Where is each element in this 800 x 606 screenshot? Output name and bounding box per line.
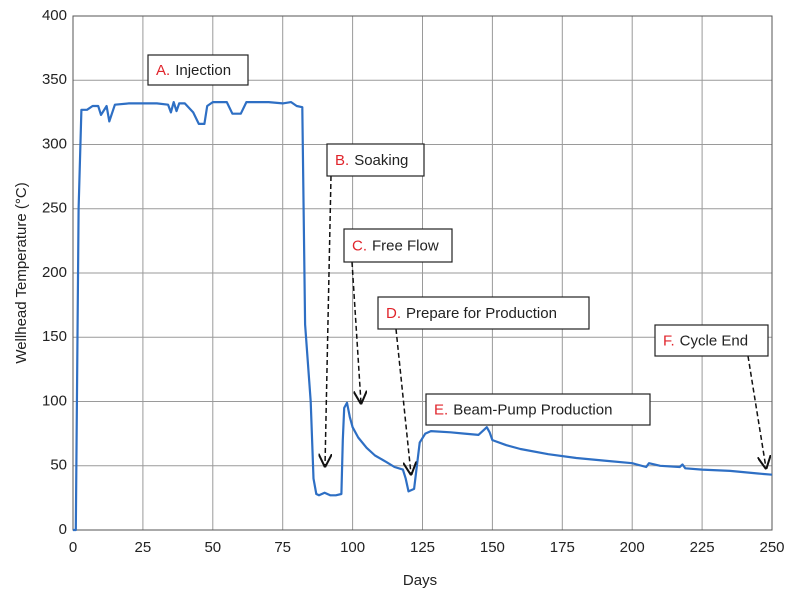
x-tick-label: 75	[274, 539, 291, 556]
x-tick-label: 250	[759, 539, 784, 556]
x-tick-label: 150	[480, 539, 505, 556]
y-tick-label: 350	[42, 71, 67, 88]
annotation-box	[343, 228, 453, 263]
annotation-text: Free Flow	[372, 237, 439, 254]
annotation-box	[326, 143, 425, 177]
annotation-letter: A.	[156, 62, 170, 79]
x-tick-label: 125	[410, 539, 435, 556]
x-tick-label: 175	[550, 539, 575, 556]
y-tick-label: 100	[42, 392, 67, 409]
annotation-text: Injection	[175, 62, 231, 79]
x-tick-label: 0	[69, 539, 77, 556]
annotation: B. Soaking	[335, 152, 408, 169]
x-tick-label: 100	[340, 539, 365, 556]
annotation-arrow	[325, 175, 331, 466]
annotation: D. Prepare for Production	[386, 305, 557, 322]
annotation-letter: E.	[434, 401, 448, 418]
annotation-text: Soaking	[354, 152, 408, 169]
annotation-box	[147, 54, 249, 86]
x-tick-label: 200	[620, 539, 645, 556]
annotation-arrow	[747, 355, 766, 468]
annotation-letter: F.	[663, 332, 675, 349]
annotation-text: Beam-Pump Production	[453, 401, 612, 418]
y-tick-label: 200	[42, 264, 67, 281]
y-tick-label: 400	[42, 7, 67, 24]
annotation-box	[425, 393, 651, 426]
annotation: A. Injection	[156, 62, 231, 79]
y-tick-label: 0	[59, 521, 67, 538]
y-axis-label: Wellhead Temperature (°C)	[13, 182, 30, 363]
y-tick-label: 250	[42, 200, 67, 217]
annotation-text: Prepare for Production	[406, 305, 557, 322]
annotation-box	[377, 296, 590, 330]
x-tick-label: 225	[690, 539, 715, 556]
annotation-letter: D.	[386, 305, 401, 322]
annotation: F. Cycle End	[663, 332, 748, 349]
annotation-arrow	[395, 328, 411, 474]
annotation-text: Cycle End	[680, 332, 748, 349]
annotation-letter: C.	[352, 237, 367, 254]
y-tick-label: 50	[50, 457, 67, 474]
annotation-letter: B.	[335, 152, 349, 169]
x-axis-label: Days	[403, 572, 437, 589]
y-tick-label: 300	[42, 135, 67, 152]
x-tick-label: 25	[135, 539, 152, 556]
annotation-arrow	[351, 261, 361, 403]
annotation-box	[654, 324, 769, 357]
temperature-line	[73, 100, 773, 532]
annotation: C. Free Flow	[352, 237, 439, 254]
plot-frame	[72, 15, 773, 531]
x-tick-label: 50	[204, 539, 221, 556]
y-tick-label: 150	[42, 328, 67, 345]
annotation: E. Beam-Pump Production	[434, 401, 612, 418]
